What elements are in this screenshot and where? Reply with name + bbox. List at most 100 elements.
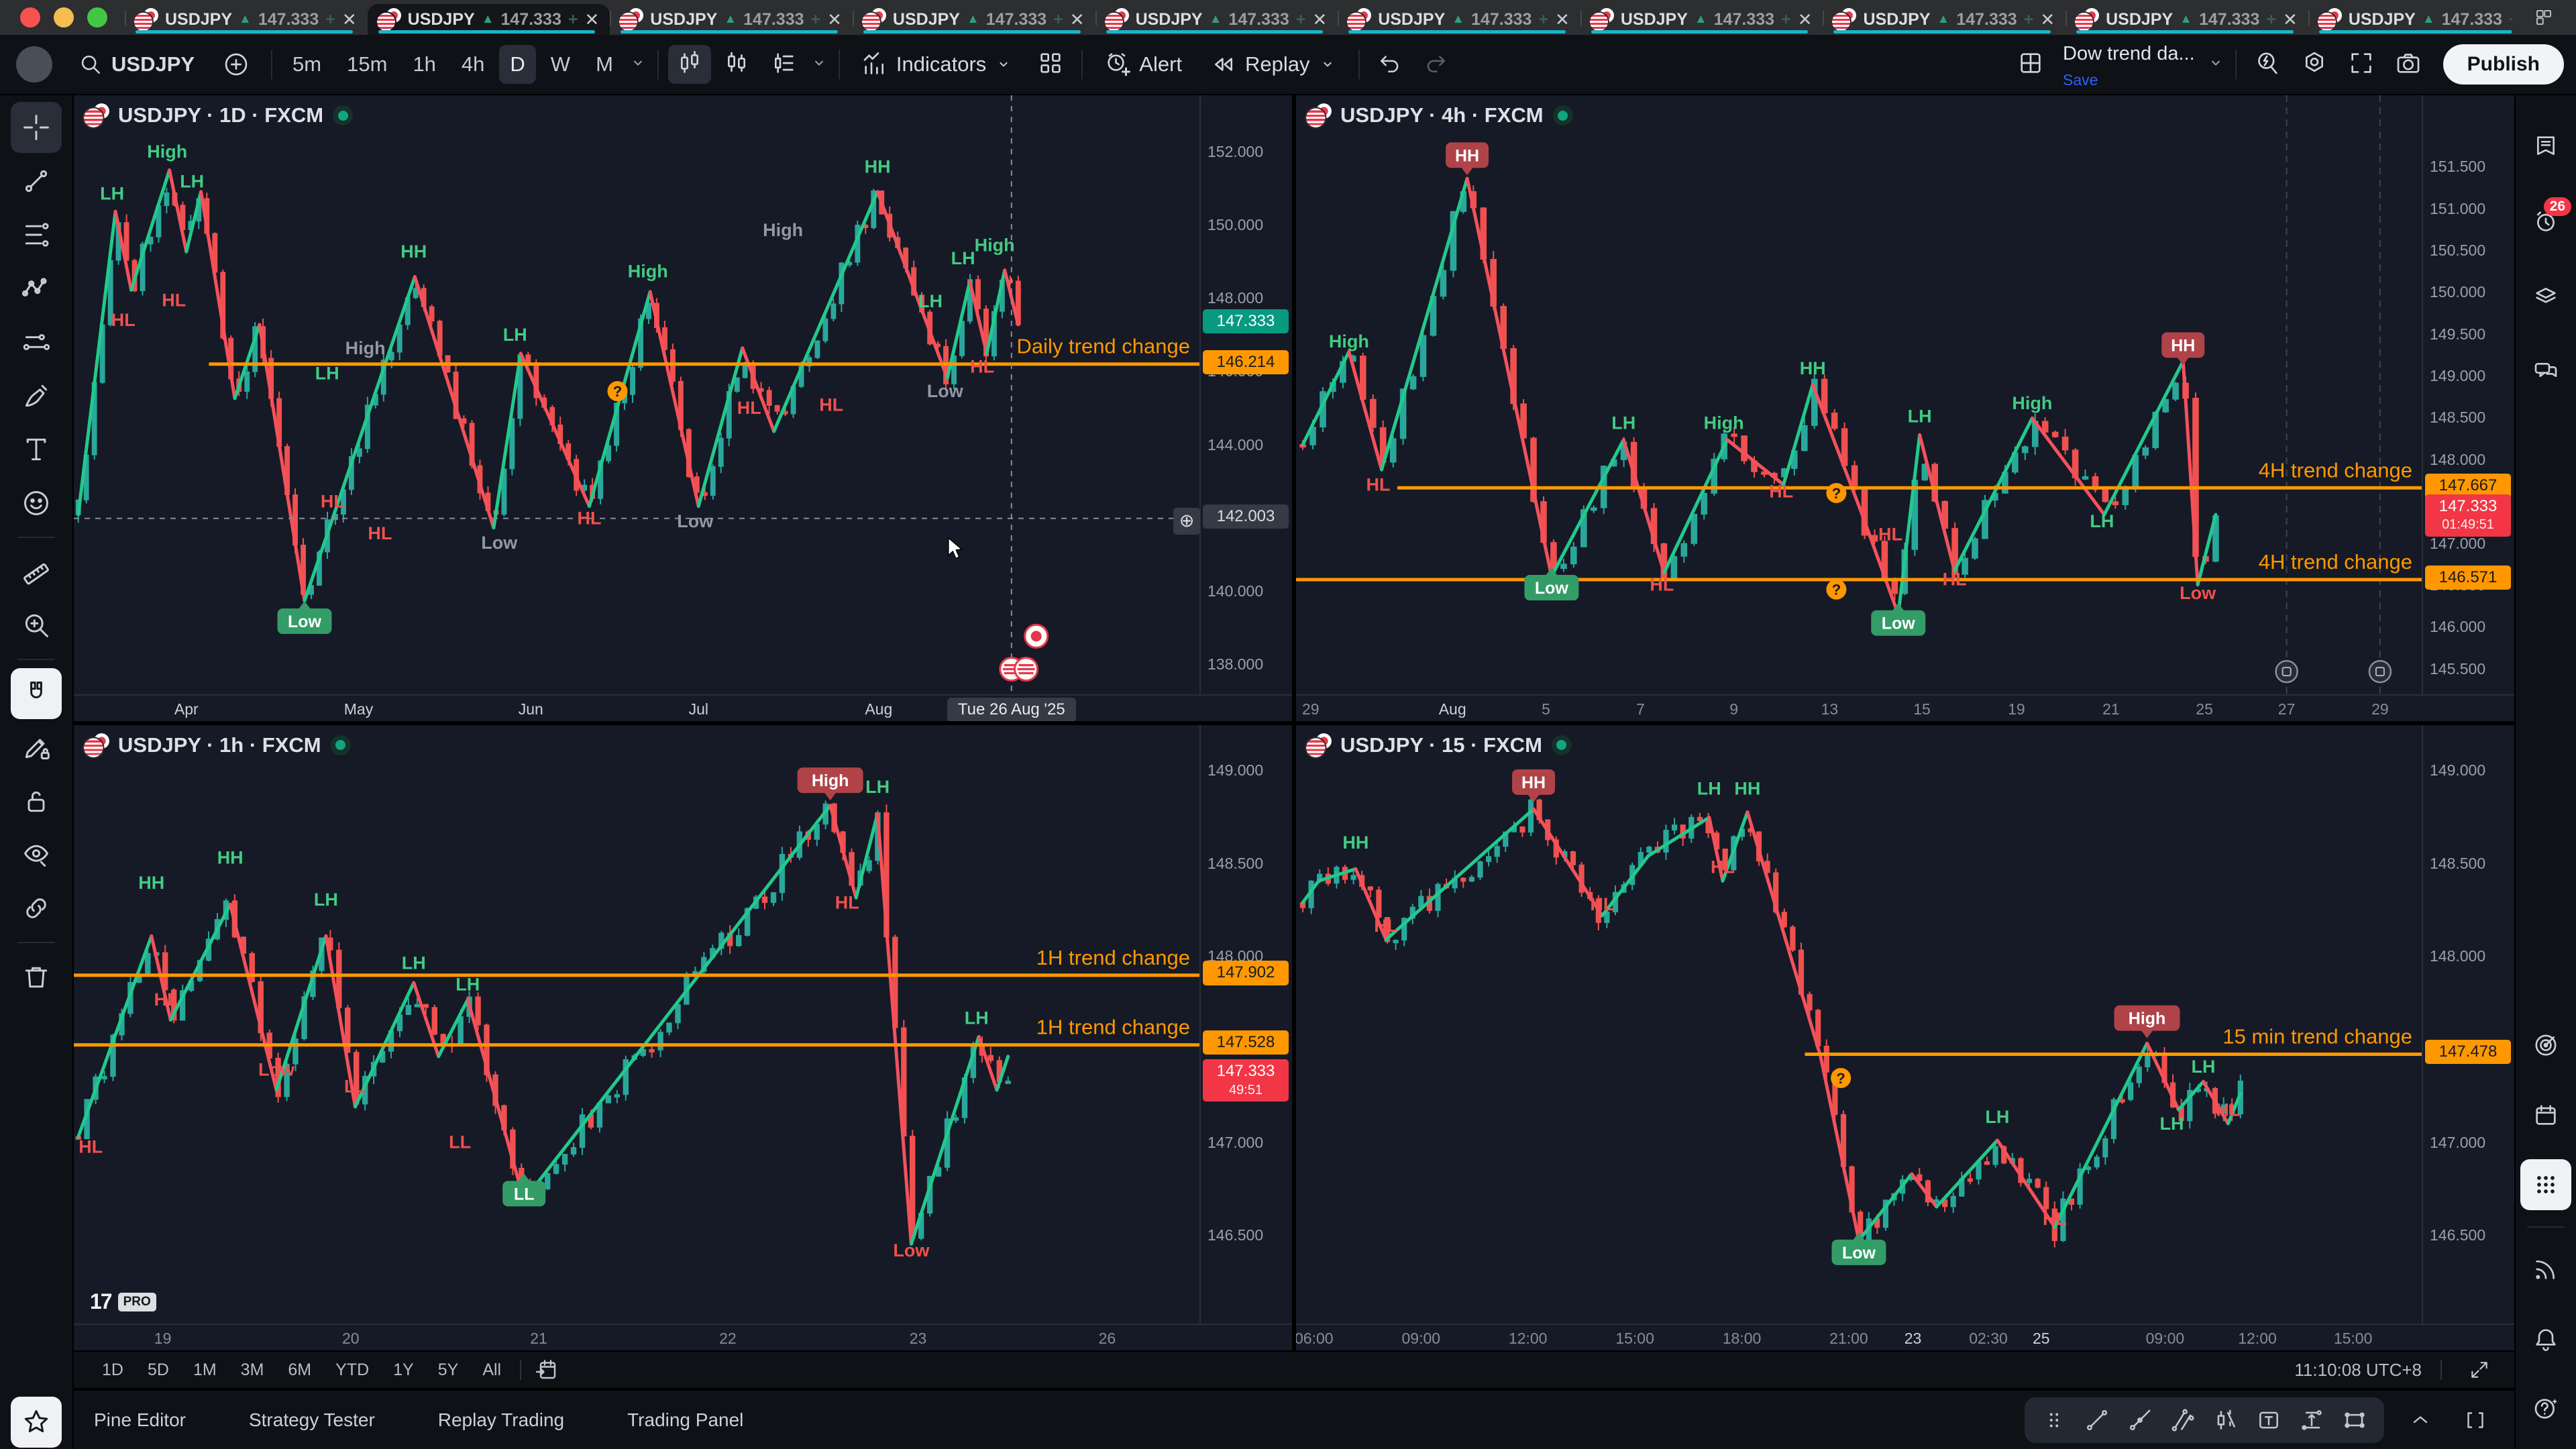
price-range-tool-icon[interactable] — [2293, 1401, 2330, 1439]
chart-legend[interactable]: USDJPY · 4h · FXCM — [1306, 103, 1573, 127]
crosshair-icon[interactable] — [11, 102, 62, 153]
price-axis[interactable]: 151.500 151.000 150.500 150.000 149.500 149.0… — [2422, 95, 2514, 694]
browser-tab[interactable]: USDJPY▲147.333+✕ — [1095, 4, 1338, 35]
layout-name-button[interactable]: Dow trend da... Save — [2056, 44, 2202, 89]
browser-tab[interactable]: USDJPY▲147.333+✕ — [2308, 4, 2512, 35]
rectangle-tool-icon[interactable] — [2336, 1401, 2373, 1439]
trend-line-icon[interactable] — [11, 156, 62, 207]
browser-tab[interactable]: USDJPY▲147.333+✕ — [852, 4, 1095, 35]
timeframe-1h[interactable]: 1h — [413, 52, 436, 76]
pencil-lock-icon[interactable] — [11, 722, 62, 773]
emoji-icon[interactable] — [11, 478, 62, 529]
chart-legend[interactable]: USDJPY · 1D · FXCM — [84, 103, 354, 127]
brush-icon[interactable] — [11, 370, 62, 421]
close-tab-icon[interactable]: ✕ — [2282, 9, 2298, 30]
close-tab-icon[interactable]: ✕ — [2040, 9, 2055, 30]
trash-icon[interactable] — [11, 951, 62, 1002]
close-tab-icon[interactable]: ✕ — [1797, 9, 1813, 30]
timeframe-D[interactable]: D — [499, 45, 536, 84]
publish-button[interactable]: Publish — [2443, 44, 2564, 85]
quick-search-button[interactable] — [2246, 45, 2289, 84]
timeframe-5m[interactable]: 5m — [292, 52, 322, 76]
market-status-icon[interactable] — [330, 735, 351, 755]
timeframe-M[interactable]: M — [596, 52, 613, 76]
browser-tab[interactable]: USDJPY▲147.333+✕ — [1823, 4, 2065, 35]
text-note-tool-icon[interactable] — [2250, 1401, 2288, 1439]
indicators-button[interactable]: Indicators — [849, 44, 1025, 85]
watchlist-icon[interactable] — [2520, 121, 2571, 172]
trend-line-tool-icon[interactable] — [2078, 1401, 2116, 1439]
avatar[interactable] — [16, 46, 52, 83]
price-axis[interactable]: 152.000150.000148.000146.000144.000142.0… — [1173, 95, 1292, 694]
time-axis[interactable]: 29 Aug 5 7 9 13 15 19 21 25 27 29 — [1296, 694, 2514, 721]
expand-axis-icon[interactable] — [2461, 1351, 2498, 1389]
projection-icon[interactable] — [11, 317, 62, 368]
range-5D[interactable]: 5D — [147, 1360, 169, 1379]
tradingview-logo[interactable]: 17 PRO — [90, 1289, 156, 1314]
data-feed-icon[interactable] — [2520, 1244, 2571, 1295]
save-layout-link[interactable]: Save — [2063, 71, 2098, 89]
apps-grid-icon[interactable] — [2520, 1159, 2571, 1210]
chart-plot[interactable]: USDJPY · 15 · FXCM 15 min trend change HH H… — [1296, 725, 2422, 1324]
timeframe-W[interactable]: W — [550, 52, 571, 76]
ray-tool-icon[interactable] — [2121, 1401, 2159, 1439]
price-axis[interactable]: 149.000148.500148.000147.500147.000146.5… — [1199, 724, 1292, 1324]
browser-tab[interactable]: USDJPY▲147.333+✕ — [2065, 4, 2308, 35]
fib-retracement-icon[interactable] — [11, 209, 62, 260]
alert-button[interactable]: Alert — [1092, 44, 1194, 85]
object-tree-icon[interactable] — [2520, 271, 2571, 322]
range-3M[interactable]: 3M — [240, 1360, 264, 1379]
range-1M[interactable]: 1M — [193, 1360, 217, 1379]
chart-style-alt-button[interactable] — [715, 45, 758, 84]
range-YTD[interactable]: YTD — [335, 1360, 370, 1379]
close-tab-icon[interactable]: ✕ — [341, 9, 357, 30]
layout-grid-button[interactable] — [2009, 45, 2052, 84]
market-status-icon[interactable] — [1551, 735, 1572, 755]
chart-plot[interactable]: USDJPY · 4h · FXCM 4H trend change 4H tren… — [1296, 95, 2422, 694]
replay-button[interactable]: Replay — [1198, 44, 1349, 85]
market-status-icon[interactable] — [333, 105, 354, 125]
drag-handle-icon[interactable] — [2035, 1401, 2073, 1439]
fullscreen-button[interactable] — [2340, 45, 2383, 84]
indicator-templates-button[interactable] — [1029, 45, 1072, 84]
browser-tab[interactable]: USDJPY▲147.333+✕ — [610, 4, 853, 35]
range-6M[interactable]: 6M — [288, 1360, 312, 1379]
footer-tab[interactable]: Strategy Tester — [248, 1409, 375, 1430]
timeframe-15m[interactable]: 15m — [347, 52, 388, 76]
parallel-channel-tool-icon[interactable] — [2164, 1401, 2202, 1439]
time-axis[interactable]: 06:00 09:00 12:00 15:00 18:00 21:00 23 02:30 25 0… — [1296, 1324, 2514, 1350]
range-All[interactable]: All — [482, 1360, 502, 1379]
undo-button[interactable] — [1369, 45, 1411, 84]
chevron-down-icon[interactable] — [809, 53, 829, 76]
price-axis[interactable]: 149.000148.500148.000147.500147.000146.5… — [2422, 724, 2514, 1324]
minimize-window-button[interactable] — [54, 7, 74, 28]
chart-legend[interactable]: USDJPY · 1h · FXCM — [84, 733, 351, 757]
footer-tab[interactable]: Trading Panel — [627, 1409, 744, 1430]
close-tab-icon[interactable]: ✕ — [584, 9, 600, 30]
collapse-footer-icon[interactable] — [2402, 1401, 2439, 1439]
browser-tab[interactable]: USDJPY▲147.333+✕ — [1338, 4, 1580, 35]
zoom-window-button[interactable] — [87, 7, 107, 28]
chart-style-candles-button[interactable] — [667, 45, 711, 84]
market-status-icon[interactable] — [1552, 105, 1573, 125]
browser-tab[interactable]: USDJPY▲147.333+✕ — [125, 4, 368, 35]
xabcd-pattern-icon[interactable] — [11, 263, 62, 314]
chevron-down-icon[interactable] — [2206, 53, 2226, 76]
ruler-icon[interactable] — [11, 546, 62, 597]
alerts-icon[interactable]: 26 — [2520, 196, 2571, 247]
notifications-icon[interactable] — [2520, 1313, 2571, 1364]
range-5Y[interactable]: 5Y — [437, 1360, 459, 1379]
chevron-down-icon[interactable] — [628, 53, 648, 76]
window-controls[interactable] — [0, 0, 125, 35]
long-position-tool-icon[interactable] — [2207, 1401, 2245, 1439]
range-1D[interactable]: 1D — [102, 1360, 123, 1379]
tab-overflow-icon[interactable] — [2512, 0, 2576, 35]
screener-icon[interactable] — [2520, 1020, 2571, 1071]
favorites-star-icon[interactable] — [11, 1397, 62, 1448]
sync-drawings-icon[interactable] — [11, 883, 62, 934]
clock[interactable]: 11:10:08 UTC+8 — [2294, 1359, 2422, 1380]
economic-calendar-icon[interactable] — [2520, 1089, 2571, 1140]
footer-tab[interactable]: Pine Editor — [94, 1409, 186, 1430]
go-to-date-icon[interactable] — [528, 1351, 566, 1389]
chat-icon[interactable] — [2520, 346, 2571, 397]
